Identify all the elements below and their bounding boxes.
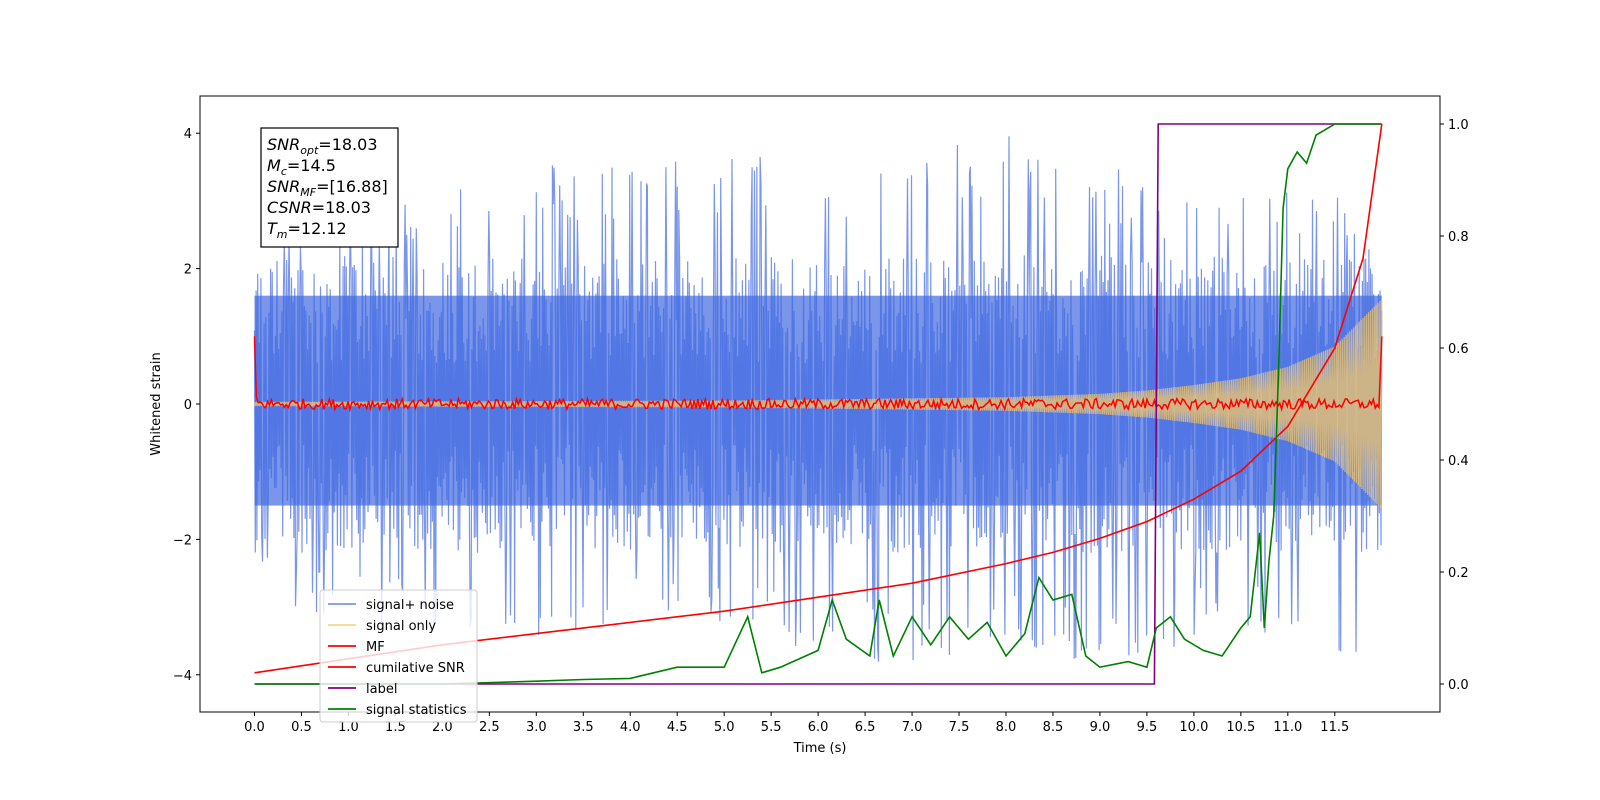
x-tick-label: 6.0 — [808, 720, 829, 735]
legend-label-label: label — [366, 682, 397, 697]
x-tick-label: 8.0 — [996, 720, 1017, 735]
y-axis-title: Whitened strain — [149, 352, 164, 455]
stats-annotation-box: SNRopt=18.03 Mc=14.5 SNRMF=[16.88] CSNR=… — [260, 127, 399, 248]
plot-area — [253, 123, 1383, 685]
y2-tick-label: 0.8 — [1448, 230, 1469, 245]
y-tick-label: 0 — [184, 398, 192, 413]
y2-tick-label: 0.2 — [1448, 566, 1469, 581]
x-tick-label: 1.0 — [338, 720, 359, 735]
x-tick-label: 0.0 — [244, 720, 265, 735]
x-tick-label: 10.0 — [1179, 720, 1208, 735]
x-tick-label: 0.5 — [291, 720, 312, 735]
x-tick-label: 9.5 — [1137, 720, 1158, 735]
legend-label-signal-only: signal only — [366, 619, 436, 634]
x-tick-label: 4.0 — [620, 720, 641, 735]
annotation-csnr: CSNR=18.03 — [267, 198, 371, 217]
x-tick-label: 3.5 — [573, 720, 594, 735]
y2-tick-label: 0.4 — [1448, 454, 1469, 469]
x-tick-label: 5.5 — [761, 720, 782, 735]
y2-tick-label: 0.0 — [1448, 678, 1469, 693]
legend-label-signal-statistics: signal statistics — [366, 703, 467, 718]
y2-tick-label: 1.0 — [1448, 118, 1469, 133]
legend-label-cumilative-snr: cumilative SNR — [366, 661, 465, 676]
x-tick-label: 8.5 — [1043, 720, 1064, 735]
x-tick-label: 10.5 — [1226, 720, 1255, 735]
series-signal-statistics — [254, 123, 1382, 685]
legend-label-mf: MF — [366, 640, 385, 655]
x-tick-label: 7.5 — [949, 720, 970, 735]
annotation-snr-mf: SNRMF=[16.88] — [267, 177, 388, 199]
x-axis-title: Time (s) — [793, 741, 847, 756]
series-label — [254, 123, 1381, 685]
y-tick-label: −4 — [173, 669, 192, 684]
x-tick-label: 4.5 — [667, 720, 688, 735]
legend-label-signal-noise: signal+ noise — [366, 598, 454, 613]
y2-tick-label: 0.6 — [1448, 342, 1469, 357]
x-tick-label: 11.0 — [1273, 720, 1302, 735]
series-signal-noise — [253, 136, 1383, 662]
series-mf — [253, 336, 1383, 413]
series-cumilative-snr — [254, 123, 1383, 674]
x-tick-label: 7.0 — [902, 720, 923, 735]
annotation-frame — [260, 127, 399, 248]
x-tick-label: 5.0 — [714, 720, 735, 735]
annotation-tm: Tm=12.12 — [267, 219, 347, 241]
y-tick-label: 2 — [184, 263, 192, 278]
annotation-mc: Mc=14.5 — [267, 156, 336, 178]
x-tick-label: 2.0 — [432, 720, 453, 735]
x-tick-label: 3.0 — [526, 720, 547, 735]
annotation-snr-opt: SNRopt=18.03 — [267, 135, 378, 157]
x-tick-label: 6.5 — [855, 720, 876, 735]
legend-frame — [319, 589, 478, 723]
axes-ticks: 0.0 0.5 1.0 1.5 2.0 2.5 3.0 3.5 4.0 4.5 5.0 5.5 6.0 6… — [173, 118, 1469, 735]
x-tick-label: 1.5 — [385, 720, 406, 735]
y-tick-label: 4 — [184, 127, 192, 142]
x-tick-label: 11.5 — [1320, 720, 1349, 735]
legend: signal+ noise signal only MF cumilative SNR… — [319, 589, 478, 723]
x-tick-label: 2.5 — [479, 720, 500, 735]
y-tick-label: −2 — [173, 533, 192, 548]
x-tick-label: 9.0 — [1090, 720, 1111, 735]
